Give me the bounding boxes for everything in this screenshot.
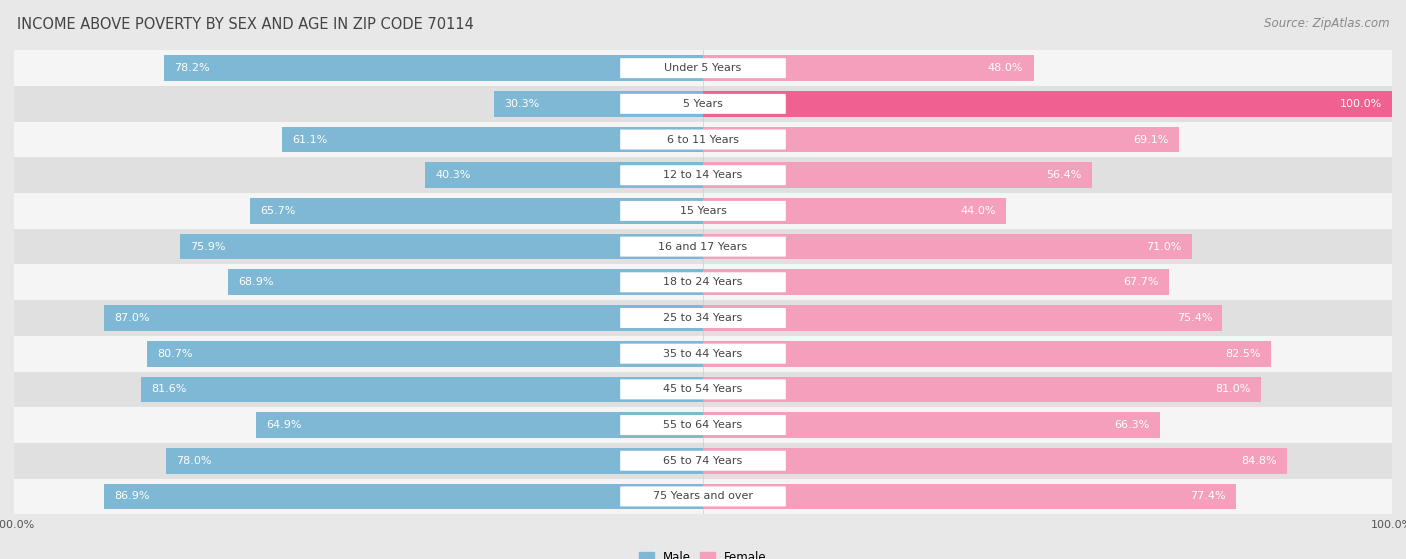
Text: 78.2%: 78.2%	[174, 63, 211, 73]
Bar	[104, 305, 703, 331]
Bar	[426, 162, 703, 188]
Bar	[141, 377, 703, 402]
Bar	[703, 55, 1033, 81]
Bar	[703, 448, 1288, 473]
Text: 64.9%: 64.9%	[266, 420, 302, 430]
Bar	[703, 127, 1180, 153]
Text: 67.7%: 67.7%	[1123, 277, 1159, 287]
FancyBboxPatch shape	[620, 451, 786, 471]
Text: 44.0%: 44.0%	[960, 206, 995, 216]
FancyBboxPatch shape	[620, 58, 786, 78]
Text: 48.0%: 48.0%	[988, 63, 1024, 73]
FancyBboxPatch shape	[620, 308, 786, 328]
FancyBboxPatch shape	[620, 236, 786, 257]
Text: 35 to 44 Years: 35 to 44 Years	[664, 349, 742, 359]
Bar	[14, 229, 1392, 264]
Bar	[14, 264, 1392, 300]
Text: 75 Years and over: 75 Years and over	[652, 491, 754, 501]
Text: 69.1%: 69.1%	[1133, 135, 1168, 145]
Text: 45 to 54 Years: 45 to 54 Years	[664, 385, 742, 394]
Text: 86.9%: 86.9%	[115, 491, 150, 501]
Text: 56.4%: 56.4%	[1046, 170, 1081, 180]
Text: 12 to 14 Years: 12 to 14 Years	[664, 170, 742, 180]
Bar	[703, 91, 1392, 117]
Text: 16 and 17 Years: 16 and 17 Years	[658, 241, 748, 252]
FancyBboxPatch shape	[620, 165, 786, 185]
Text: 25 to 34 Years: 25 to 34 Years	[664, 313, 742, 323]
Bar	[283, 127, 703, 153]
FancyBboxPatch shape	[620, 380, 786, 399]
Bar	[14, 158, 1392, 193]
Bar	[703, 234, 1192, 259]
FancyBboxPatch shape	[620, 94, 786, 114]
Text: 100.0%: 100.0%	[1340, 99, 1382, 109]
Bar	[703, 412, 1160, 438]
Text: 81.6%: 81.6%	[152, 385, 187, 394]
Legend: Male, Female: Male, Female	[634, 546, 772, 559]
Text: 87.0%: 87.0%	[114, 313, 149, 323]
Text: 40.3%: 40.3%	[436, 170, 471, 180]
Bar	[703, 305, 1222, 331]
Bar	[703, 269, 1170, 295]
Bar	[14, 86, 1392, 122]
Bar	[256, 412, 703, 438]
Bar	[14, 193, 1392, 229]
Text: 65.7%: 65.7%	[260, 206, 297, 216]
Bar	[14, 443, 1392, 479]
Bar	[228, 269, 703, 295]
Text: 6 to 11 Years: 6 to 11 Years	[666, 135, 740, 145]
Bar	[250, 198, 703, 224]
Text: 61.1%: 61.1%	[292, 135, 328, 145]
FancyBboxPatch shape	[620, 486, 786, 506]
Text: 71.0%: 71.0%	[1146, 241, 1182, 252]
Bar	[14, 479, 1392, 514]
FancyBboxPatch shape	[620, 344, 786, 364]
Bar	[703, 341, 1271, 367]
Text: 75.4%: 75.4%	[1177, 313, 1212, 323]
FancyBboxPatch shape	[620, 130, 786, 149]
Text: 75.9%: 75.9%	[190, 241, 226, 252]
Text: 30.3%: 30.3%	[505, 99, 540, 109]
Text: 65 to 74 Years: 65 to 74 Years	[664, 456, 742, 466]
Bar	[495, 91, 703, 117]
Text: 78.0%: 78.0%	[176, 456, 211, 466]
FancyBboxPatch shape	[620, 201, 786, 221]
Bar	[14, 122, 1392, 158]
Bar	[180, 234, 703, 259]
Text: Source: ZipAtlas.com: Source: ZipAtlas.com	[1264, 17, 1389, 30]
Text: 68.9%: 68.9%	[239, 277, 274, 287]
Text: 80.7%: 80.7%	[157, 349, 193, 359]
Text: Under 5 Years: Under 5 Years	[665, 63, 741, 73]
Text: 15 Years: 15 Years	[679, 206, 727, 216]
Bar	[14, 407, 1392, 443]
FancyBboxPatch shape	[620, 415, 786, 435]
Text: 5 Years: 5 Years	[683, 99, 723, 109]
FancyBboxPatch shape	[620, 272, 786, 292]
Text: INCOME ABOVE POVERTY BY SEX AND AGE IN ZIP CODE 70114: INCOME ABOVE POVERTY BY SEX AND AGE IN Z…	[17, 17, 474, 32]
Text: 84.8%: 84.8%	[1241, 456, 1277, 466]
Bar	[14, 372, 1392, 407]
Bar	[14, 50, 1392, 86]
Bar	[14, 300, 1392, 336]
Bar	[166, 448, 703, 473]
Text: 55 to 64 Years: 55 to 64 Years	[664, 420, 742, 430]
Text: 81.0%: 81.0%	[1215, 385, 1251, 394]
Bar	[703, 377, 1261, 402]
Bar	[165, 55, 703, 81]
Bar	[703, 198, 1007, 224]
Text: 66.3%: 66.3%	[1114, 420, 1150, 430]
Bar	[148, 341, 703, 367]
Bar	[703, 162, 1091, 188]
Text: 82.5%: 82.5%	[1226, 349, 1261, 359]
Bar	[104, 484, 703, 509]
Text: 77.4%: 77.4%	[1191, 491, 1226, 501]
Bar	[14, 336, 1392, 372]
Text: 18 to 24 Years: 18 to 24 Years	[664, 277, 742, 287]
Bar	[703, 484, 1236, 509]
